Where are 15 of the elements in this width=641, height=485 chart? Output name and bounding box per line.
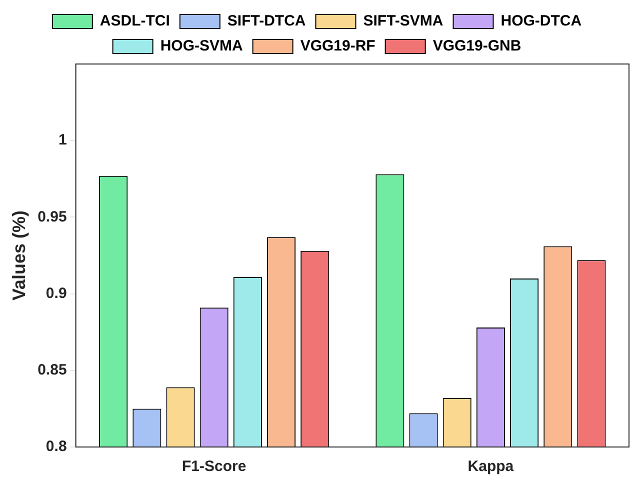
legend-label: SIFT-DTCA — [227, 12, 306, 30]
legend-label: VGG19-GNB — [432, 38, 522, 55]
x-tick-label: F1-Score — [182, 458, 246, 476]
y-tick-label: 1 — [58, 132, 67, 149]
legend-label: HOG-SVMA — [160, 38, 243, 55]
legend-label: SIFT-SVMA — [363, 12, 444, 30]
y-axis-title: Values (%) — [8, 210, 29, 301]
legend-label: VGG19-RF — [300, 38, 376, 55]
x-tick-label: Kappa — [468, 458, 514, 476]
y-tick-label: 0.95 — [38, 208, 67, 226]
legend-label: HOG-DTCA — [500, 12, 582, 30]
y-tick-label: 0.85 — [38, 362, 67, 379]
legend-label: ASDL-TCI — [100, 12, 170, 30]
y-tick-label: 0.9 — [46, 284, 67, 302]
y-tick-label: 0.8 — [46, 438, 67, 456]
